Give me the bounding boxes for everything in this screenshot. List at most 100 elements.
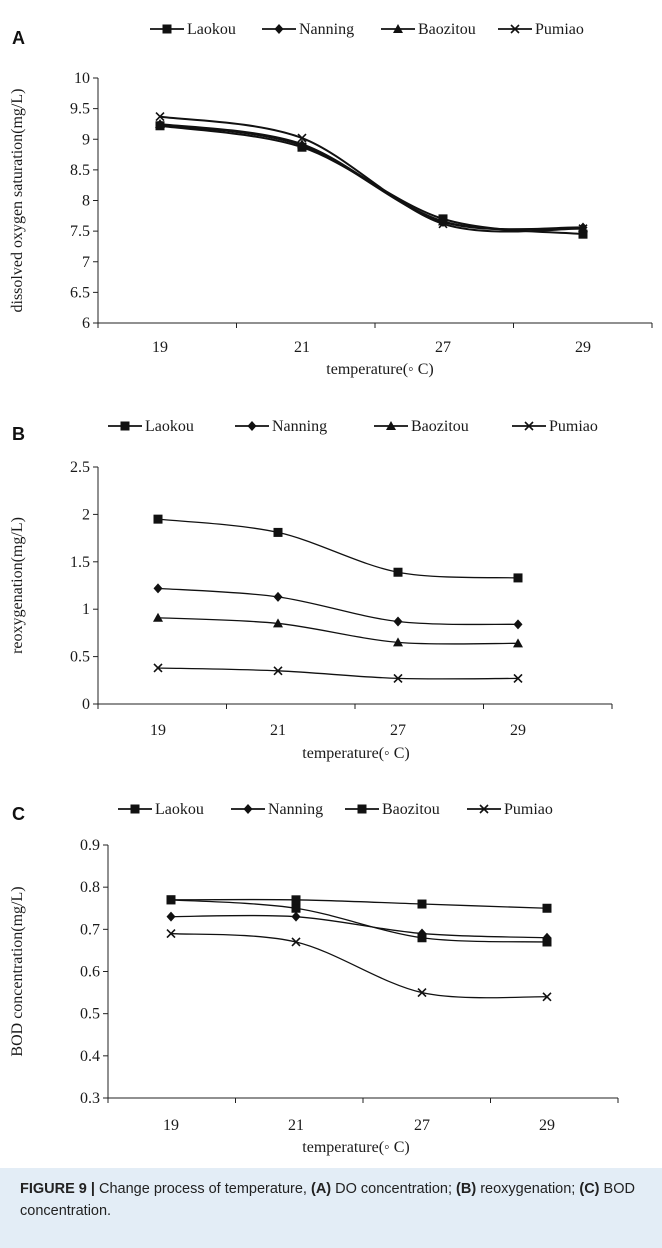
legend-label: Nanning	[299, 21, 354, 38]
data-point-baozitou	[542, 903, 552, 913]
data-point-pumiao	[438, 219, 448, 229]
y-tick-label: 0.6	[80, 964, 100, 981]
x-axis-label: temperature(◦ C)	[326, 361, 433, 378]
series-line-nanning	[159, 123, 584, 231]
y-axis-label: dissolved oxygen saturation(mg/L)	[9, 89, 26, 313]
data-point-laokou	[153, 514, 163, 524]
y-tick-label: 9	[82, 131, 90, 148]
series-line-pumiao	[170, 932, 548, 999]
panel-c: C 0.3 0.4 0.5 0.6 0.7 0.8 0.9 19 21 27 29 temperatur…	[9, 801, 619, 1156]
data-point-pumiao	[273, 666, 283, 676]
data-point-laokou	[513, 573, 523, 583]
data-point-pumiao	[155, 112, 165, 122]
data-point-baozitou	[297, 139, 307, 149]
data-point-nanning	[166, 911, 176, 922]
y-tick-label: 0.8	[80, 879, 100, 896]
legend-label: Laokou	[187, 21, 236, 38]
legend-label: Baozitou	[418, 21, 476, 38]
caption-text-1: Change process of temperature,	[94, 1181, 311, 1197]
legend-label: Pumiao	[535, 21, 584, 38]
legend-label: Laokou	[155, 801, 204, 818]
data-point-baozitou	[273, 618, 283, 628]
data-point-laokou	[393, 567, 403, 577]
data-point-laokou	[578, 229, 588, 239]
x-tick-label: 21	[294, 339, 310, 356]
y-tick-label: 2.5	[70, 459, 90, 476]
data-point-pumiao	[513, 673, 523, 683]
legend-label: Nanning	[272, 418, 327, 435]
legend-marker-laokou	[162, 24, 172, 34]
legend-label: Pumiao	[504, 801, 553, 818]
data-point-baozitou	[166, 895, 176, 905]
data-point-nanning	[513, 619, 523, 630]
data-point-pumiao	[542, 992, 552, 1002]
caption-label-c: (C)	[579, 1181, 600, 1197]
legend-marker-baozitou	[386, 421, 396, 430]
panel-letter: B	[12, 424, 25, 444]
legend-marker-baozitou	[357, 804, 367, 814]
data-point-baozitou	[155, 118, 165, 128]
y-tick-label: 6	[82, 315, 90, 332]
legend-marker-nanning	[274, 24, 284, 34]
series-line-laokou	[157, 518, 519, 579]
series-line-baozitou	[170, 898, 548, 909]
caption-figure-label: FIGURE 9 |	[20, 1181, 95, 1197]
panel-a: A 6 6.5 7 7.5 8 8.5 9 9.5 10 19 21 27 29 temperature(◦…	[9, 21, 653, 378]
x-tick-label: 19	[163, 1117, 179, 1134]
data-point-pumiao	[297, 133, 307, 143]
legend-marker-baozitou	[393, 24, 403, 33]
y-tick-label: 7	[82, 254, 90, 271]
data-point-nanning	[291, 911, 301, 922]
x-axis-label: temperature(◦ C)	[302, 1139, 409, 1156]
legend-marker-laokou	[130, 804, 140, 814]
data-point-baozitou	[513, 638, 523, 648]
data-point-pumiao	[153, 663, 163, 673]
legend-label: Baozitou	[411, 418, 469, 435]
data-point-pumiao	[393, 673, 403, 683]
x-tick-label: 29	[510, 722, 526, 739]
caption-label-b: (B)	[456, 1181, 477, 1197]
y-tick-label: 8.5	[70, 162, 90, 179]
y-tick-label: 0.5	[80, 1006, 100, 1023]
figure-caption: FIGURE 9 | Change process of temperature…	[0, 1168, 662, 1248]
x-tick-label: 27	[390, 722, 406, 739]
y-tick-label: 0.5	[70, 649, 90, 666]
y-tick-label: 0.9	[80, 837, 100, 854]
data-point-pumiao	[417, 988, 427, 998]
y-tick-label: 7.5	[70, 223, 90, 240]
panel-letter: A	[12, 28, 25, 48]
y-tick-label: 1	[82, 601, 90, 618]
x-tick-label: 21	[270, 722, 286, 739]
y-tick-label: 2	[82, 506, 90, 523]
series-line-nanning	[157, 587, 519, 626]
series-line-baozitou	[159, 122, 584, 231]
caption-text-2: DO concentration;	[331, 1181, 457, 1197]
y-tick-label: 10	[74, 70, 90, 87]
data-point-nanning	[273, 591, 283, 602]
x-tick-label: 21	[288, 1117, 304, 1134]
data-point-laokou	[291, 903, 301, 913]
y-axis-label: BOD concentration(mg/L)	[9, 886, 26, 1056]
data-point-laokou	[273, 527, 283, 537]
series-line-nanning	[170, 914, 548, 939]
x-axis-label: temperature(◦ C)	[302, 745, 409, 762]
legend-marker-pumiao	[524, 421, 534, 431]
data-point-pumiao	[578, 224, 588, 234]
legend-label: Pumiao	[549, 418, 598, 435]
data-point-nanning	[417, 928, 427, 939]
y-tick-label: 0	[82, 696, 90, 713]
y-tick-label: 6.5	[70, 284, 90, 301]
series-line-pumiao	[159, 115, 584, 233]
y-tick-label: 0.4	[80, 1048, 100, 1065]
caption-label-a: (A)	[310, 1181, 332, 1197]
caption-text-4: BOD concentration.	[20, 1181, 635, 1219]
series-line-laokou	[170, 899, 548, 943]
caption-text-3: reoxygenation;	[476, 1181, 580, 1197]
x-tick-label: 19	[150, 722, 166, 739]
data-point-baozitou	[417, 899, 427, 909]
legend-label: Baozitou	[382, 801, 440, 818]
series-line-baozitou	[157, 617, 519, 645]
data-point-pumiao	[166, 928, 176, 939]
data-point-baozitou	[393, 637, 403, 647]
